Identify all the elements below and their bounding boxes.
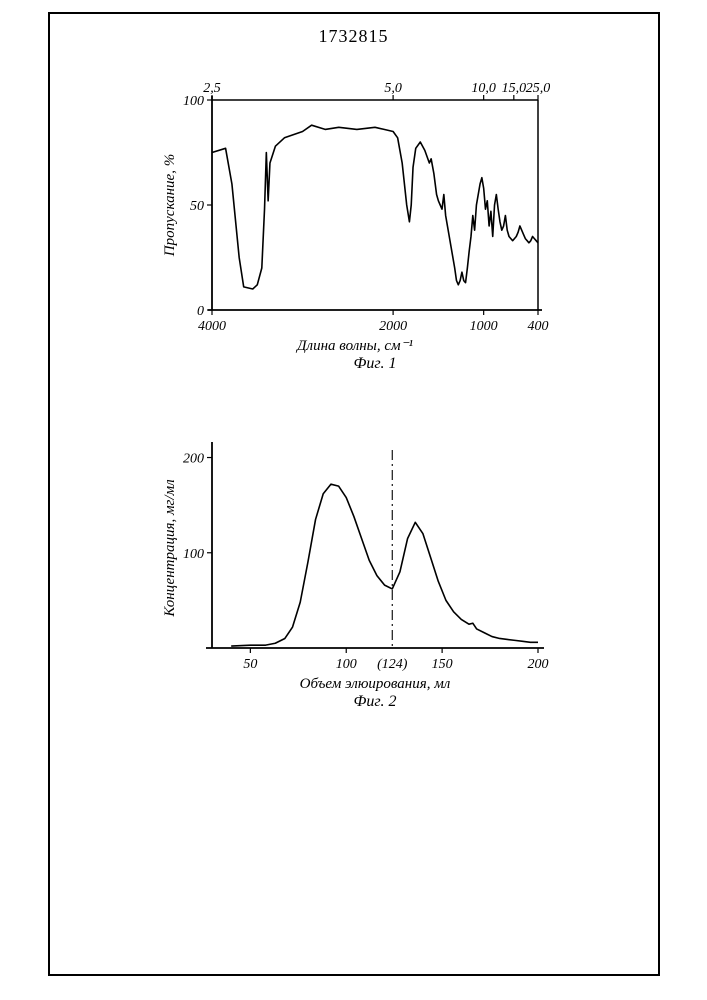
svg-text:Фиг. 2: Фиг. 2 [354,693,397,710]
svg-text:Концентрация, мг/мл: Концентрация, мг/мл [162,479,178,618]
svg-text:400: 400 [528,319,549,334]
figure-1: 2,55,010,015,025,0400020001000400050100П… [150,72,550,382]
svg-text:15,0: 15,0 [502,81,527,96]
svg-text:(124): (124) [377,657,408,672]
svg-text:100: 100 [183,547,204,562]
svg-text:2000: 2000 [379,319,407,334]
document-number: 1732815 [0,26,707,47]
svg-text:25,0: 25,0 [526,81,550,96]
svg-text:Фиг. 1: Фиг. 1 [354,355,397,372]
svg-text:4000: 4000 [198,319,226,334]
svg-text:Пропускание, %: Пропускание, % [162,154,178,257]
svg-text:0: 0 [197,304,204,319]
svg-text:100: 100 [183,94,204,109]
svg-text:100: 100 [336,657,357,672]
svg-text:2,5: 2,5 [203,81,221,96]
svg-text:Объем элюирования, мл: Объем элюирования, мл [300,676,451,692]
svg-text:10,0: 10,0 [471,81,496,96]
svg-text:200: 200 [183,452,204,467]
svg-text:Длина волны, см⁻¹: Длина волны, см⁻¹ [295,338,414,354]
svg-text:150: 150 [432,657,453,672]
svg-text:200: 200 [528,657,549,672]
svg-text:50: 50 [190,199,204,214]
figure-1-svg: 2,55,010,015,025,0400020001000400050100П… [150,72,550,382]
figure-2-svg: 50 100 150 200 (124) 100 200 Концентрация, мг/м… [150,430,550,720]
svg-text:5,0: 5,0 [384,81,402,96]
figure-2: 50 100 150 200 (124) 100 200 Концентрация, мг/м… [150,430,550,720]
svg-text:1000: 1000 [470,319,498,334]
svg-text:50: 50 [243,657,257,672]
